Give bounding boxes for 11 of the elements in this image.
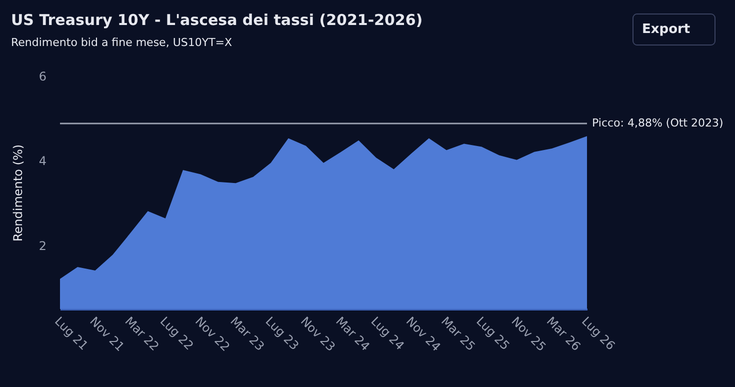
y-tick-label: 4	[38, 154, 46, 168]
ref-line-label: Picco: 4,88% (Ott 2023)	[592, 116, 724, 130]
x-tick-label: Mar 22	[122, 314, 162, 354]
x-tick-label: Nov 24	[403, 314, 444, 354]
x-tick-label: Mar 26	[544, 314, 584, 354]
chart-subtitle: Rendimento bid a fine mese, US10YT=X	[11, 36, 232, 49]
chart-title: US Treasury 10Y - L'ascesa dei tassi (2021-2026)	[11, 11, 423, 29]
y-axis-title: Rendimento (%)	[10, 144, 25, 242]
text: Export	[642, 22, 690, 37]
y-tick-label: 2	[38, 238, 46, 253]
y-tick-label: 6	[38, 70, 46, 84]
